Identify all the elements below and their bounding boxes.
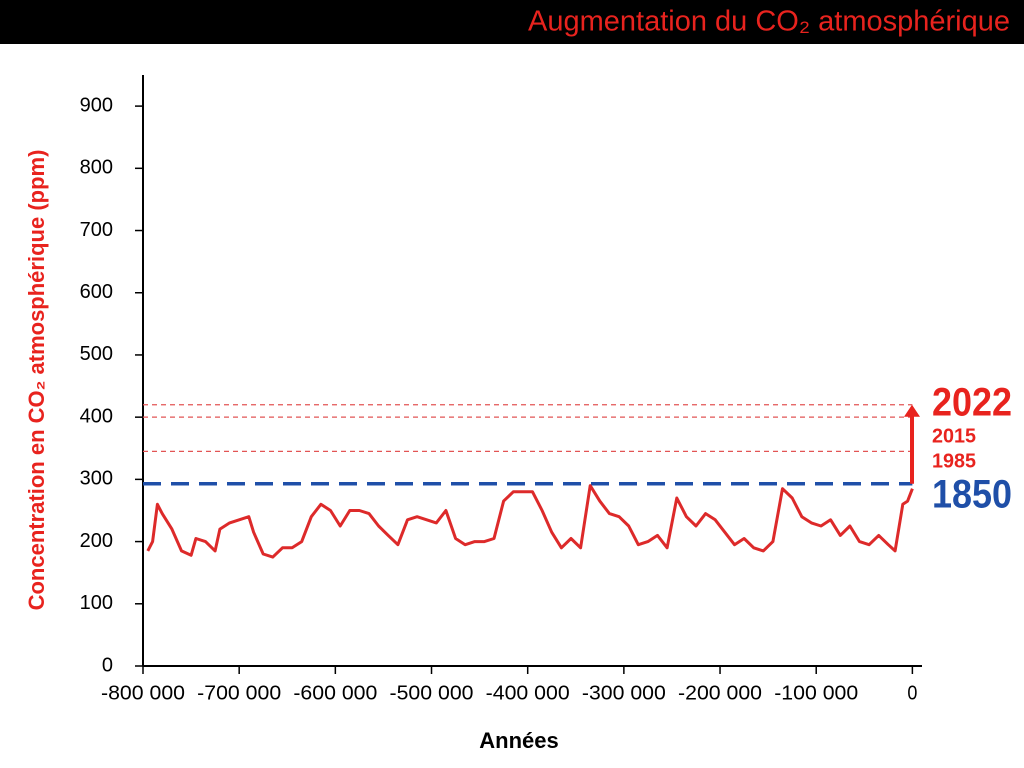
y-tick-label: 600 [80, 281, 113, 303]
y-axis-label: Concentration en CO₂ atmosphérique (ppm) [24, 150, 49, 611]
y-tick-label: 400 [80, 405, 113, 427]
arrow-head [904, 404, 920, 417]
reference-label: 1850 [932, 473, 1012, 517]
x-tick-label: -200 000 [678, 682, 762, 704]
reference-label: 2022 [932, 381, 1012, 425]
y-tick-label: 300 [80, 468, 113, 490]
y-tick-label: 500 [80, 343, 113, 365]
y-tick-label: 100 [80, 592, 113, 614]
y-tick-label: 800 [80, 157, 113, 179]
x-tick-label: -700 000 [197, 682, 281, 704]
x-tick-label: -400 000 [486, 682, 570, 704]
chart-title: Augmentation du CO₂ atmosphérique [528, 6, 1010, 38]
reference-label: 1985 [932, 450, 976, 472]
x-tick-label: -600 000 [293, 682, 377, 704]
y-tick-label: 700 [80, 219, 113, 241]
x-axis-label: Années [479, 728, 558, 753]
x-tick-label: 0 [907, 682, 917, 704]
x-tick-label: -300 000 [582, 682, 666, 704]
x-tick-label: -800 000 [101, 682, 185, 704]
co2-line [146, 484, 914, 559]
y-tick-label: 200 [80, 530, 113, 552]
x-tick-label: -500 000 [390, 682, 474, 704]
y-tick-label: 0 [102, 654, 113, 676]
x-tick-label: -100 000 [774, 682, 858, 704]
header-bar [0, 0, 1024, 44]
reference-label: 2015 [932, 425, 976, 447]
y-tick-label: 900 [80, 94, 113, 116]
